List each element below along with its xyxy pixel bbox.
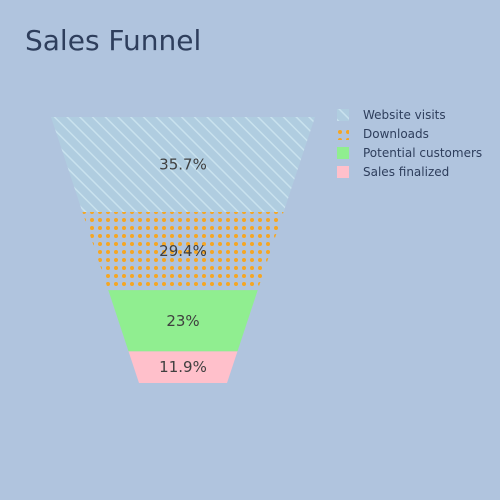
legend-label: Potential customers [363,146,482,160]
legend: Website visits Downloads Potential custome… [337,108,482,179]
data-label: 29.4% [159,242,207,260]
data-label: 35.7% [159,155,207,173]
data-label: 23% [166,312,199,330]
legend-label: Downloads [363,127,429,141]
legend-swatch [337,147,349,159]
data-label: 11.9% [159,358,207,376]
funnel-stage-sales-finalized [128,351,238,383]
funnel-stage-website-visits [51,117,315,212]
funnel-stage-potential-customers [108,290,258,352]
chart-title: Sales Funnel [25,24,201,57]
legend-swatch [337,166,349,178]
funnel-stages: 35.7% 29.4% 23% 11.9% [51,117,315,383]
legend-swatch [337,128,349,140]
legend-label: Sales finalized [363,165,449,179]
legend-swatch [337,109,349,121]
legend-label: Website visits [363,108,446,122]
funnel-stage-downloads [82,211,284,291]
